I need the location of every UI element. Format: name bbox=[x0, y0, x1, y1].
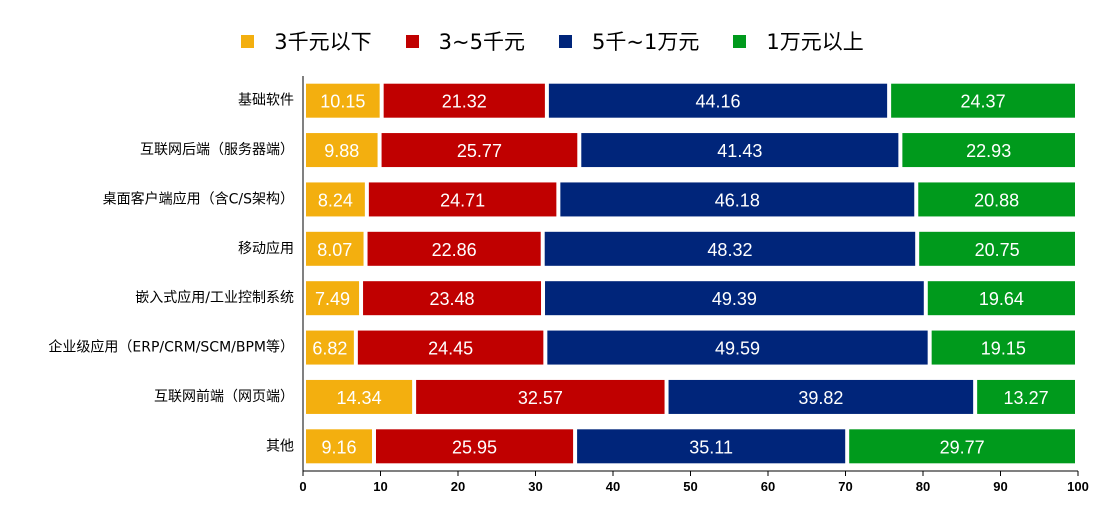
data-label: 25.95 bbox=[452, 437, 497, 457]
data-label: 22.93 bbox=[966, 141, 1011, 161]
legend-swatch-series-2 bbox=[405, 34, 419, 48]
data-label: 32.57 bbox=[518, 388, 563, 408]
legend-swatch-series-3 bbox=[559, 34, 572, 48]
data-label: 13.27 bbox=[1004, 388, 1049, 408]
data-label: 10.15 bbox=[320, 92, 365, 112]
bar-segment bbox=[918, 182, 1075, 217]
x-tick-label: 10 bbox=[373, 479, 387, 494]
data-label: 9.16 bbox=[321, 437, 356, 457]
bar-segment bbox=[548, 83, 888, 118]
x-tick-label: 90 bbox=[993, 479, 1007, 494]
data-label: 20.75 bbox=[975, 240, 1020, 260]
bar-segment bbox=[383, 83, 545, 118]
bar-segment bbox=[977, 379, 1075, 414]
data-label: 24.37 bbox=[961, 92, 1006, 112]
bar-segment bbox=[416, 379, 665, 414]
bar-segment bbox=[668, 379, 974, 414]
x-tick-label: 50 bbox=[683, 479, 697, 494]
bar-segment bbox=[931, 330, 1075, 365]
data-label: 44.16 bbox=[695, 92, 740, 112]
bar-segment bbox=[919, 231, 1075, 266]
bar-segment bbox=[560, 182, 915, 217]
data-label: 24.71 bbox=[440, 190, 485, 210]
bar-segment bbox=[367, 231, 541, 266]
bar-segment bbox=[306, 379, 413, 414]
legend-item-series-3: 5千~1万元 bbox=[559, 26, 699, 56]
data-label: 6.82 bbox=[312, 339, 347, 359]
data-label: 29.77 bbox=[940, 437, 985, 457]
data-label: 14.34 bbox=[337, 388, 382, 408]
legend-item-series-1: 3千元以下 bbox=[241, 26, 372, 56]
bar-segment bbox=[577, 429, 846, 464]
bar-segment bbox=[306, 231, 364, 266]
legend-label-series-4: 1万元以上 bbox=[766, 30, 864, 54]
bar-segment bbox=[581, 133, 899, 168]
x-tick-label: 80 bbox=[916, 479, 930, 494]
data-label: 49.39 bbox=[712, 289, 757, 309]
data-label: 25.77 bbox=[457, 141, 502, 161]
bar-segment bbox=[891, 83, 1075, 118]
bar-segment bbox=[368, 182, 557, 217]
bar-segment bbox=[381, 133, 578, 168]
data-label: 35.11 bbox=[689, 437, 733, 457]
category-label: 其他 bbox=[266, 438, 294, 454]
legend-item-series-2: 3~5千元 bbox=[405, 26, 525, 56]
data-label: 23.48 bbox=[430, 289, 475, 309]
bar-segment bbox=[545, 281, 924, 316]
data-label: 19.15 bbox=[981, 339, 1026, 359]
category-label: 企业级应用（ERP/CRM/SCM/BPM等） bbox=[48, 339, 294, 356]
bar-segment bbox=[375, 429, 574, 464]
bar-segment bbox=[363, 281, 542, 316]
x-tick-label: 30 bbox=[528, 479, 542, 494]
data-label: 9.88 bbox=[324, 141, 359, 161]
bar-segment bbox=[306, 429, 372, 464]
data-label: 22.86 bbox=[432, 240, 477, 260]
data-label: 8.07 bbox=[317, 240, 352, 260]
legend-item-series-4: 1万元以上 bbox=[733, 26, 864, 56]
category-label: 桌面客户端应用（含C/S架构） bbox=[103, 190, 294, 207]
data-label: 49.59 bbox=[715, 339, 760, 359]
category-label: 移动应用 bbox=[238, 240, 294, 257]
legend-label-series-2: 3~5千元 bbox=[438, 30, 525, 54]
bar-segment bbox=[902, 133, 1075, 168]
data-label: 7.49 bbox=[315, 289, 350, 309]
bar-segment bbox=[849, 429, 1075, 464]
x-tick-label: 20 bbox=[451, 479, 465, 494]
bar-segment bbox=[547, 330, 928, 365]
data-label: 8.24 bbox=[318, 190, 353, 210]
x-tick-label: 100 bbox=[1067, 479, 1089, 494]
data-label: 21.32 bbox=[442, 92, 487, 112]
legend-swatch-series-4 bbox=[733, 34, 747, 48]
data-label: 46.18 bbox=[715, 190, 760, 210]
data-label: 41.43 bbox=[717, 141, 762, 161]
bar-segment bbox=[544, 231, 916, 266]
bar-segment bbox=[306, 281, 360, 316]
data-label: 39.82 bbox=[798, 388, 843, 408]
legend-label-series-3: 5千~1万元 bbox=[592, 30, 700, 54]
legend-swatch-series-1 bbox=[241, 34, 255, 48]
bar-segment bbox=[306, 182, 365, 217]
bar-segment bbox=[306, 330, 354, 365]
bar-segment bbox=[357, 330, 544, 365]
bar-segment bbox=[306, 83, 380, 118]
category-label: 互联网后端（服务器端） bbox=[140, 142, 294, 158]
chart-legend: 3千元以下 3~5千元 5千~1万元 1万元以上 bbox=[0, 26, 1105, 56]
x-tick-label: 60 bbox=[761, 479, 775, 494]
legend-label-series-1: 3千元以下 bbox=[274, 30, 372, 54]
bar-segment bbox=[927, 281, 1075, 316]
data-label: 24.45 bbox=[428, 339, 473, 359]
data-label: 19.64 bbox=[979, 289, 1024, 309]
category-label: 嵌入式应用/工业控制系统 bbox=[135, 289, 294, 306]
category-label: 基础软件 bbox=[238, 92, 294, 109]
data-label: 20.88 bbox=[974, 190, 1019, 210]
data-label: 48.32 bbox=[707, 240, 752, 260]
x-tick-label: 40 bbox=[606, 479, 620, 494]
x-tick-label: 70 bbox=[838, 479, 852, 494]
x-tick-label: 0 bbox=[299, 479, 306, 494]
category-label: 互联网前端（网页端） bbox=[154, 388, 294, 405]
bar-segment bbox=[306, 133, 378, 168]
